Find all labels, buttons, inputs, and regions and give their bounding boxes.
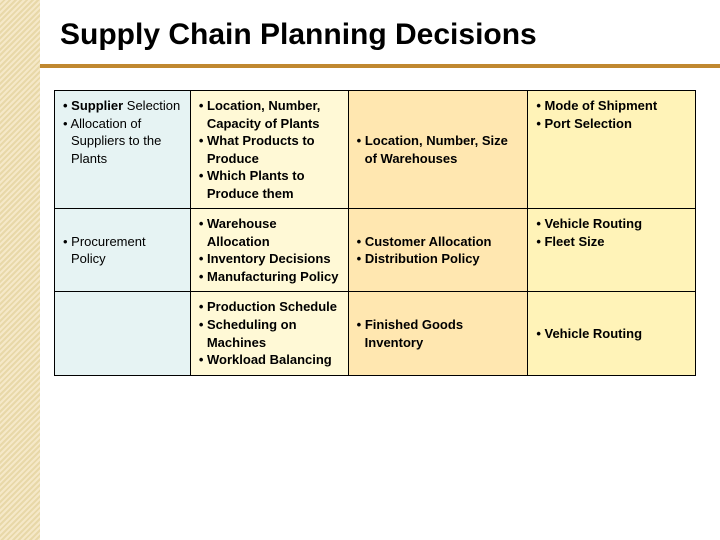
cell-r0c2: • Location, Number, Size of Warehouses [348,91,528,209]
cell-r0c0: • Supplier Selection• Allocation of Supp… [55,91,191,209]
bullet-item: • Workload Balancing [199,351,340,369]
bullet-item: • Scheduling on Machines [199,316,340,351]
slide-title: Supply Chain Planning Decisions [60,18,537,52]
bullet-item: • Procurement Policy [63,233,182,268]
bullet-item: • Vehicle Routing [536,215,687,233]
cell-r2c3: • Vehicle Routing [528,292,696,375]
cell-r1c2: • Customer Allocation• Distribution Poli… [348,209,528,292]
bullet-item: • What Products to Produce [199,132,340,167]
cell-r1c3: • Vehicle Routing • Fleet Size [528,209,696,292]
cell-r2c1: • Production Schedule• Scheduling on Mac… [190,292,348,375]
table-row: • Procurement Policy • Warehouse Allocat… [55,209,696,292]
bullet-item: • Vehicle Routing [536,325,687,343]
bullet-item: • Mode of Shipment [536,97,687,115]
decisions-table: • Supplier Selection• Allocation of Supp… [54,90,696,376]
cell-r0c1: • Location, Number, Capacity of Plants• … [190,91,348,209]
cell-r1c0: • Procurement Policy [55,209,191,292]
bullet-item: • Warehouse Allocation [199,215,340,250]
bullet-item: • Location, Number, Capacity of Plants [199,97,340,132]
left-pattern-strip [0,0,40,540]
bullet-item: • Which Plants to Produce them [199,167,340,202]
bullet-item: • Allocation of Suppliers to the Plants [63,115,182,168]
cell-r2c2: • Finished Goods Inventory [348,292,528,375]
cell-r2c0 [55,292,191,375]
bullet-item: • Manufacturing Policy [199,268,340,286]
bullet-item: • Supplier Selection [63,97,182,115]
table-row: • Production Schedule• Scheduling on Mac… [55,292,696,375]
bullet-item: • Customer Allocation [357,233,520,251]
bullet-item: • Production Schedule [199,298,340,316]
title-underline [40,64,720,68]
bullet-item: • Distribution Policy [357,250,520,268]
bullet-item: • Port Selection [536,115,687,133]
bullet-item: • Inventory Decisions [199,250,340,268]
cell-r0c3: • Mode of Shipment • Port Selection [528,91,696,209]
bullet-item: • Finished Goods Inventory [357,316,520,351]
bullet-item: • Fleet Size [536,233,687,251]
cell-r1c1: • Warehouse Allocation• Inventory Decisi… [190,209,348,292]
table-row: • Supplier Selection• Allocation of Supp… [55,91,696,209]
bullet-item: • Location, Number, Size of Warehouses [357,132,520,167]
